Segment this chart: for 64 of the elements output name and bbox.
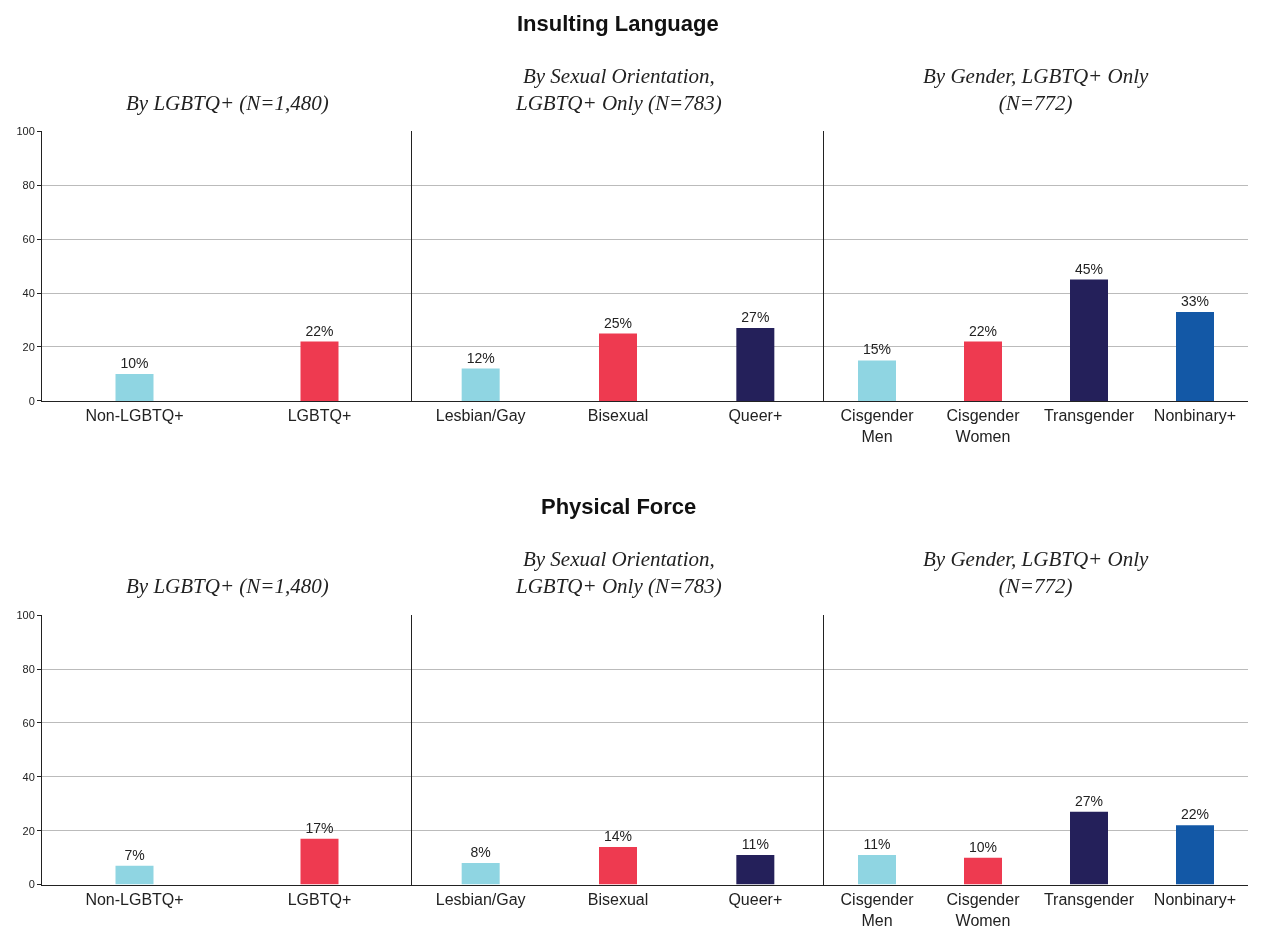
chart-subtitle: By LGBTQ+ (N=1,480)	[126, 91, 329, 115]
bar	[1070, 811, 1108, 885]
x-tick-label: Bisexual	[587, 407, 649, 425]
data-label: 27%	[741, 309, 770, 326]
data-label: 11%	[741, 835, 769, 852]
bar	[964, 341, 1002, 401]
x-tick-label: Lesbian/Gay	[435, 407, 526, 425]
data-label: 27%	[1074, 792, 1104, 809]
data-label: 22%	[305, 322, 334, 339]
chart-subtitle: By Gender, LGBTQ+ Only (N=772)	[923, 64, 1149, 116]
bar	[858, 854, 896, 885]
data-label: 7%	[124, 846, 145, 863]
x-tick-label: Cisgender Men	[840, 890, 915, 929]
data-label: 12%	[466, 349, 495, 366]
x-tick-label: Cisgender Men	[840, 407, 915, 445]
y-tick-label: 60	[22, 233, 35, 246]
x-tick-label: Non-LGBTQ+	[85, 407, 184, 425]
y-tick-label: 100	[16, 608, 35, 621]
bar	[1176, 311, 1214, 401]
x-tick-label: LGBTQ+	[287, 407, 352, 425]
data-label: 10%	[968, 838, 998, 855]
chart-subtitle: By Gender, LGBTQ+ Only (N=772)	[923, 547, 1149, 599]
chart-title: Insulting Language	[517, 11, 719, 36]
data-label: 45%	[1074, 260, 1104, 277]
x-tick-label: Queer+	[728, 407, 783, 425]
x-tick-label: LGBTQ+	[287, 890, 352, 908]
chart-subtitle: By Sexual Orientation, LGBTQ+ Only (N=783)	[515, 64, 722, 116]
y-tick-label: 40	[22, 286, 35, 299]
x-tick-label: Transgender	[1043, 890, 1135, 908]
data-label: 14%	[603, 827, 633, 844]
x-tick-label: Transgender	[1043, 407, 1135, 425]
x-tick-label: Lesbian/Gay	[435, 890, 526, 908]
bar	[1070, 279, 1108, 401]
x-tick-label: Queer+	[728, 890, 783, 908]
x-tick-label: Nonbinary+	[1153, 407, 1237, 425]
data-label: 10%	[120, 354, 149, 371]
bar	[858, 360, 896, 401]
y-tick-label: 0	[28, 394, 35, 407]
data-label: 22%	[968, 322, 998, 339]
x-tick-label: Bisexual	[587, 890, 649, 908]
x-tick-label: Nonbinary+	[1153, 890, 1237, 908]
x-tick-label: Cisgender Women	[946, 890, 1021, 929]
x-tick-label: Cisgender Women	[946, 407, 1021, 445]
data-label: 15%	[862, 341, 892, 358]
y-tick-label: 80	[22, 662, 35, 675]
y-tick-label: 0	[28, 878, 35, 891]
x-tick-label: Non-LGBTQ+	[85, 890, 184, 908]
data-label: 25%	[603, 314, 633, 331]
chart-subtitle: By Sexual Orientation, LGBTQ+ Only (N=783)	[515, 547, 722, 599]
y-tick-label: 60	[22, 716, 35, 729]
data-label: 33%	[1180, 292, 1210, 309]
bar	[964, 857, 1002, 885]
data-label: 17%	[305, 819, 334, 836]
y-tick-label: 80	[22, 179, 35, 192]
y-tick-label: 40	[22, 770, 35, 783]
data-label: 8%	[470, 844, 491, 861]
y-tick-label: 100	[16, 125, 35, 138]
chart-subtitle: By LGBTQ+ (N=1,480)	[126, 574, 329, 598]
data-label: 22%	[1180, 806, 1210, 823]
data-label: 11%	[863, 835, 891, 852]
y-tick-label: 20	[22, 340, 35, 353]
bar	[1176, 825, 1214, 885]
y-tick-label: 20	[22, 824, 35, 837]
chart-title: Physical Force	[541, 494, 697, 519]
